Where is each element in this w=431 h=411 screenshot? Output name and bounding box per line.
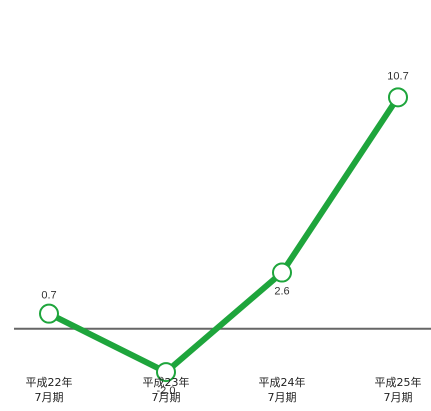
data-label: 2.6 <box>274 286 289 298</box>
x-tick-label-line: 7月期 <box>268 391 297 404</box>
x-tick-label-line: 7月期 <box>152 391 181 404</box>
data-point-marker <box>156 362 176 383</box>
x-tick-label: 平成24年 7月期 <box>259 375 306 404</box>
x-tick-label: 平成23年 7月期 <box>143 375 190 404</box>
data-point-marker <box>388 87 408 108</box>
series-line <box>46 94 401 376</box>
x-tick-label-line: 7月期 <box>384 391 413 404</box>
data-label: 0.7 <box>41 290 56 302</box>
data-label: -2.0 <box>157 385 176 397</box>
x-tick-label: 平成25年 7月期 <box>375 375 422 404</box>
data-point-marker <box>272 262 292 283</box>
x-tick-label-line: 平成24年 <box>259 375 306 389</box>
x-tick-label-line: 平成23年 <box>143 375 190 389</box>
data-label: 10.7 <box>387 70 408 82</box>
x-tick-label-line: 平成22年 <box>26 375 73 389</box>
x-tick-label-line: 平成25年 <box>375 375 422 389</box>
x-tick-label-line: 7月期 <box>35 391 64 404</box>
x-tick-label: 平成22年 7月期 <box>26 375 73 404</box>
data-point-marker <box>39 303 59 324</box>
